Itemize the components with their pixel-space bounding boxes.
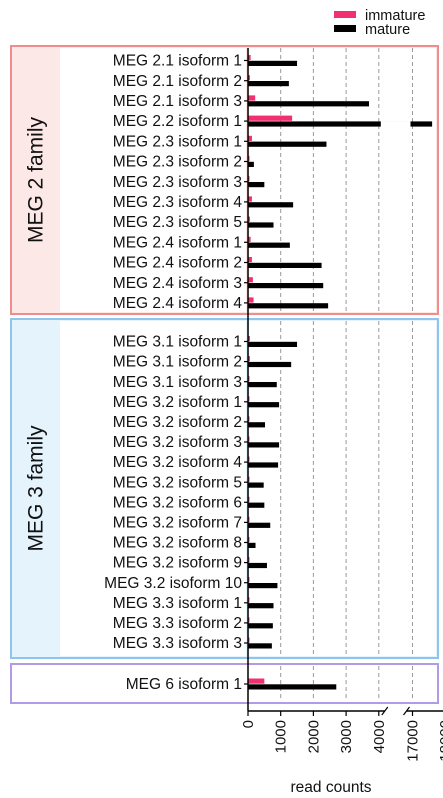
plot-panel — [249, 48, 436, 312]
category-label: MEG 3.2 isoform 6 — [113, 494, 242, 511]
axis-break-mark — [403, 706, 410, 716]
immature-bar — [248, 236, 251, 242]
category-label: MEG 3.3 isoform 2 — [113, 615, 242, 632]
x-tick-label: 1000 — [273, 720, 290, 753]
mature-bar — [248, 542, 256, 548]
legend-label: immature — [365, 8, 425, 24]
mature-bar — [248, 402, 280, 408]
category-label: MEG 2.4 isoform 4 — [113, 295, 243, 312]
category-label: MEG 2.3 isoform 1 — [113, 133, 242, 150]
category-label: MEG 3.1 isoform 3 — [113, 374, 242, 391]
category-label: MEG 2.1 isoform 3 — [113, 93, 242, 110]
category-label: MEG 2.3 isoform 5 — [113, 214, 242, 231]
x-tick-label: 18000 — [437, 720, 443, 762]
legend-label: mature — [365, 22, 410, 38]
mature-bar — [248, 442, 280, 448]
category-label: MEG 2.4 isoform 3 — [113, 275, 242, 292]
mature-bar — [248, 283, 324, 289]
immature-bar — [248, 336, 250, 342]
mature-bar — [248, 623, 273, 629]
label-panel — [60, 48, 246, 312]
category-label: MEG 3.2 isoform 10 — [104, 575, 242, 592]
immature-bar — [248, 356, 250, 362]
category-label: MEG 3.3 isoform 3 — [113, 635, 242, 652]
mature-bar — [248, 482, 264, 488]
family-label: MEG 3 family — [25, 425, 48, 552]
category-label: MEG 2.4 isoform 1 — [113, 234, 242, 251]
mature-bar — [248, 382, 277, 388]
mature-bar — [248, 502, 265, 508]
legend-swatch — [334, 11, 356, 18]
mature-bar — [248, 583, 278, 589]
x-tick-label: 0 — [240, 720, 257, 728]
mature-bar — [248, 462, 279, 468]
mature-bar — [248, 242, 290, 248]
x-axis-title: read counts — [291, 779, 372, 796]
mature-bar — [248, 222, 274, 228]
category-label: MEG 3.2 isoform 1 — [113, 394, 242, 411]
category-label: MEG 3.2 isoform 5 — [113, 474, 242, 491]
category-label: MEG 3.2 isoform 4 — [113, 454, 243, 471]
x-tick-label: 4000 — [371, 720, 388, 753]
immature-bar — [248, 135, 252, 141]
mature-bar — [248, 643, 272, 649]
label-panel — [60, 321, 246, 656]
label-panel — [60, 666, 246, 701]
plot-panel — [249, 666, 436, 701]
axis-break-gap — [380, 121, 411, 128]
mature-bar — [248, 182, 265, 188]
mature-bar — [248, 262, 322, 268]
category-label: MEG 3.2 isoform 8 — [113, 535, 242, 552]
mature-bar — [248, 522, 271, 528]
x-tick-label: 17000 — [405, 720, 422, 762]
mature-bar — [248, 562, 267, 569]
mature-bar — [248, 603, 274, 609]
immature-bar — [248, 196, 252, 202]
x-tick-label: 2000 — [305, 720, 322, 753]
category-label: MEG 2.1 isoform 2 — [113, 73, 242, 90]
immature-bar — [248, 297, 254, 303]
immature-bar — [248, 115, 293, 121]
category-label: MEG 3.2 isoform 3 — [113, 434, 242, 451]
immature-bar — [248, 678, 265, 684]
mature-bar — [248, 684, 337, 690]
mature-bar — [248, 303, 329, 309]
mature-bar — [248, 341, 298, 347]
axis-break-mark — [381, 706, 389, 716]
category-label: MEG 2.3 isoform 4 — [113, 194, 243, 211]
legend-swatch — [334, 25, 356, 32]
category-label: MEG 2.1 isoform 1 — [113, 53, 242, 70]
immature-bar — [248, 95, 256, 101]
mature-bar — [248, 202, 294, 208]
category-label: MEG 3.1 isoform 1 — [113, 334, 242, 351]
category-label: MEG 2.3 isoform 3 — [113, 174, 242, 191]
category-label: MEG 3.1 isoform 2 — [113, 354, 242, 371]
category-label: MEG 3.3 isoform 1 — [113, 595, 242, 612]
category-label: MEG 3.2 isoform 2 — [113, 414, 242, 431]
immature-bar — [248, 257, 252, 263]
category-label: MEG 3.2 isoform 7 — [113, 514, 242, 531]
category-label: MEG 2.2 isoform 1 — [113, 113, 242, 130]
mature-bar — [248, 60, 298, 66]
mature-bar — [248, 101, 369, 107]
mature-bar — [248, 81, 289, 87]
plot-panel — [249, 321, 436, 656]
immature-bar — [248, 277, 253, 283]
x-tick-label: 3000 — [338, 720, 355, 753]
category-label: MEG 2.3 isoform 2 — [113, 154, 242, 171]
category-label: MEG 3.2 isoform 9 — [113, 555, 242, 572]
mature-bar — [248, 361, 292, 368]
category-label: MEG 6 isoform 1 — [126, 676, 242, 693]
mature-bar — [248, 422, 266, 428]
mature-bar — [248, 121, 433, 127]
mature-bar — [248, 141, 327, 147]
immature-bar — [248, 216, 250, 222]
category-label: MEG 2.4 isoform 2 — [113, 255, 242, 272]
immature-bar — [248, 75, 250, 81]
family-label: MEG 2 family — [25, 116, 48, 243]
mature-bar — [248, 161, 254, 167]
immature-bar — [248, 55, 251, 61]
